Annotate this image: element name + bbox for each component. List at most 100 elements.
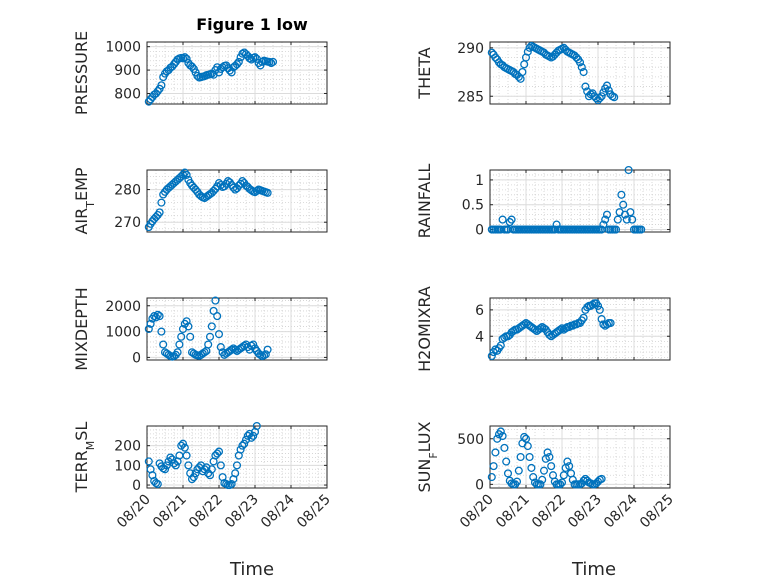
data-point [153,310,162,319]
data-point [523,442,532,451]
y-axis-label-main: SUN [415,459,434,493]
data-point [489,462,498,471]
data-point [182,317,191,326]
data-point [538,475,547,484]
data-point [267,59,276,68]
data-point [593,301,603,310]
data-point [512,477,522,486]
data-point [263,188,272,197]
data-point [502,457,511,466]
data-point [268,57,278,66]
data-point [543,448,552,457]
data-point [595,94,604,103]
data-point [249,340,258,349]
data-point [498,431,507,441]
data-point [232,60,242,69]
data-point [581,82,590,91]
data-point [151,212,161,222]
y-tick-label: 0 [132,350,141,366]
data-point [256,350,265,359]
data-point [153,480,162,489]
data-point [171,461,180,470]
y-tick-label: 800 [114,86,141,102]
data-point [182,451,191,460]
data-point [184,461,193,470]
data-point [263,345,272,354]
y-axis-label-main: AIR [72,208,91,235]
data-point [599,220,608,229]
data-point [599,88,608,97]
subplot-air_temp: 270 280 AIRTEMP [72,167,328,235]
data-point [579,67,588,77]
data-point [240,439,249,448]
y-tick-label: 4 [475,329,484,345]
data-point [520,320,529,329]
data-point [214,330,224,339]
subplot-mixdepth: 0 1000 2000 MIXDEPTH [72,287,328,371]
data-point [597,92,606,101]
y-axis-label-main: THETA [415,47,434,99]
data-point [572,320,581,329]
data-point [500,443,509,452]
y-axis-label-subscript: M [84,441,97,451]
axis-box [146,41,328,105]
data-point [487,473,496,482]
data-point [545,452,554,462]
data-point [545,330,554,339]
data-point [577,63,586,72]
data-point [579,476,588,485]
y-tick-label: 1000 [105,40,141,56]
data-point [496,427,505,436]
data-point [601,215,610,224]
data-point [180,53,189,62]
data-point [178,54,188,63]
data-point [617,190,626,199]
data-point [536,324,545,333]
data-point [628,215,637,224]
data-point [160,465,170,474]
x-tick-label: 08/23 [222,492,262,532]
y-tick-label: 1 [475,173,484,189]
data-point [604,86,613,95]
data-point [205,332,215,341]
y-tick-label: 6 [475,303,484,319]
x-tick-label: 08/23 [565,492,605,532]
data-point [178,439,188,448]
axis-box [489,41,671,105]
y-tick-label: 0 [132,478,141,494]
data-point [180,443,189,452]
subplot-theta: 285 290 THETA [415,41,671,105]
y-tick-label: 2000 [105,299,141,315]
data-point [503,469,513,478]
y-axis-label-main: TERR [72,450,91,493]
data-point [144,324,153,334]
data-point [520,60,529,69]
data-point [626,208,635,217]
y-tick-label: 900 [114,63,141,79]
data-point [200,348,209,357]
x-tick-label: 08/22 [186,492,226,532]
data-point [525,452,534,462]
data-point [556,325,565,334]
data-point [186,332,195,341]
x-tick-label: 08/25 [294,492,334,532]
data-point [556,480,565,489]
data-point [520,432,529,441]
data-point [155,312,164,321]
data-point [250,53,260,62]
y-axis-label: H2OMIXRA [415,286,434,372]
y-axis-label: SUNFLUX [415,421,440,492]
data-point [168,455,177,464]
y-axis-label: RAINFALL [415,164,434,239]
data-point [602,320,612,329]
data-point [187,475,197,484]
data-point [249,431,258,440]
data-point [241,435,251,444]
data-point [146,319,155,328]
y-tick-label: 0 [475,223,484,239]
data-point [606,319,615,328]
data-point [150,312,159,321]
x-tick-label: 08/21 [150,492,190,532]
